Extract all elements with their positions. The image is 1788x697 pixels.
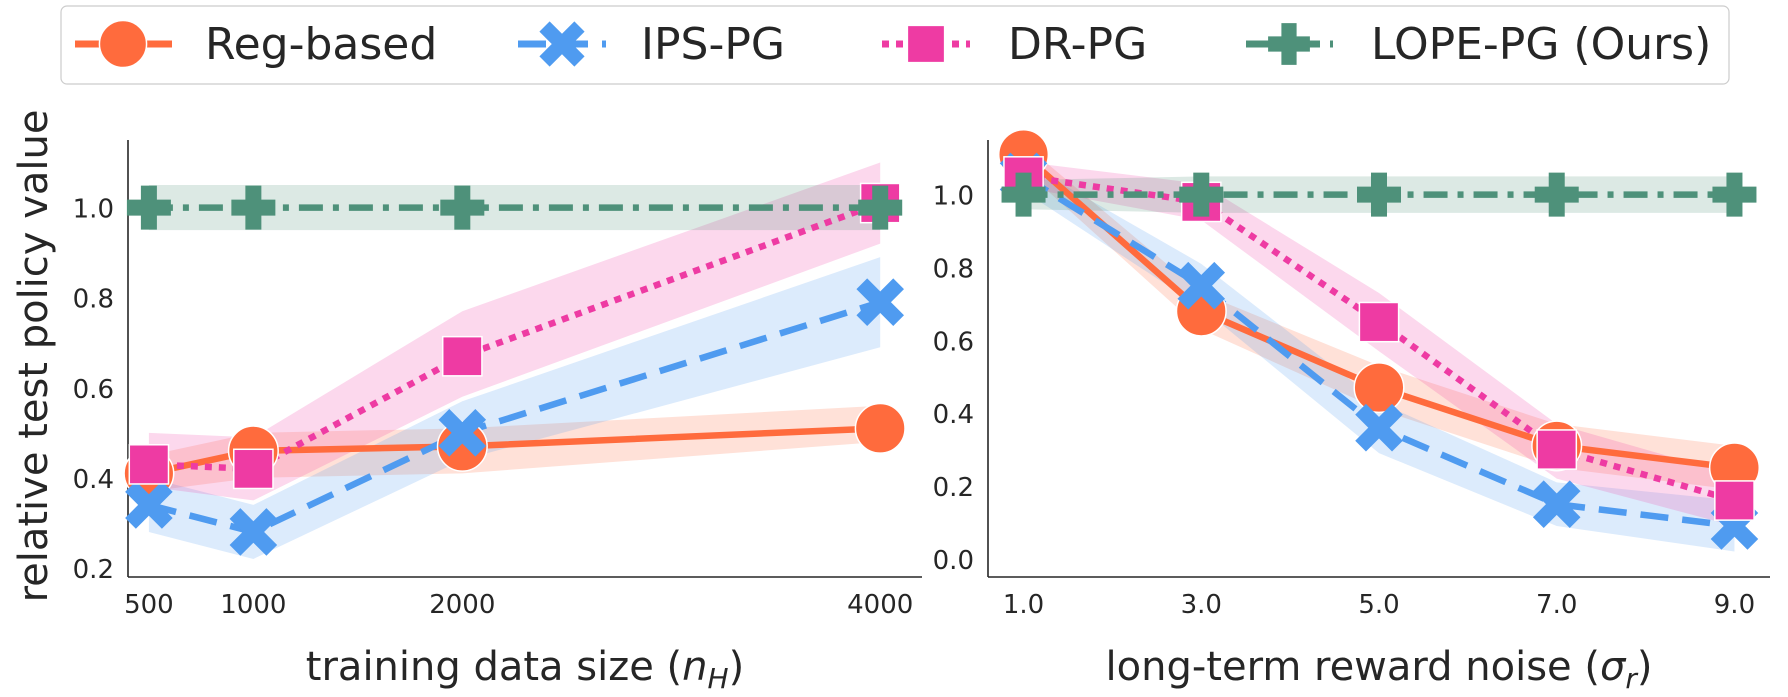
x-tick-label: 1000 xyxy=(220,590,286,620)
data-point xyxy=(126,185,171,230)
legend-marker xyxy=(1268,23,1310,65)
x-tick-label: 500 xyxy=(124,590,174,620)
y-tick-label: 1.0 xyxy=(933,182,974,212)
confidence-band xyxy=(148,257,881,559)
subplot-left: 0.2 0.4 0.6 0.8 1.0 500 1000 2000 4000 training d… xyxy=(73,140,922,695)
data-point xyxy=(1714,480,1755,521)
data-point xyxy=(1712,172,1757,217)
data-point xyxy=(1357,172,1401,217)
legend-item-dr-pg: DR-PG xyxy=(882,19,1147,70)
data-point xyxy=(436,420,488,472)
confidence-band xyxy=(148,162,881,501)
data-point xyxy=(856,278,904,326)
y-axis-title: relative test policy value xyxy=(11,110,57,603)
y-tick-label: 0.2 xyxy=(933,473,974,503)
y-tick-label: 0.6 xyxy=(73,375,114,405)
data-point xyxy=(1179,172,1224,217)
y-tick-label: 0.2 xyxy=(73,555,114,585)
legend: Reg-based IPS-PG DR-PG LOPE-PG (Ours) xyxy=(60,5,1730,85)
legend-marker xyxy=(539,21,585,67)
y-tick-label: 0.8 xyxy=(73,285,114,315)
data-point xyxy=(858,185,903,230)
data-point xyxy=(1534,172,1579,217)
x-tick-label: 7.0 xyxy=(1536,590,1577,620)
confidence-band xyxy=(148,405,881,492)
data-point xyxy=(128,444,170,485)
legend-item-lope-pg-ours: LOPE-PG (Ours) xyxy=(1246,19,1711,70)
y-tick-label: 1.0 xyxy=(73,195,114,225)
data-point xyxy=(1532,480,1581,528)
legend-label: LOPE-PG (Ours) xyxy=(1371,19,1711,70)
y-tick-label: 0.0 xyxy=(933,546,974,576)
legend-item-ips-pg: IPS-PG xyxy=(518,19,785,70)
data-point xyxy=(854,402,906,454)
y-tick-label: 0.4 xyxy=(933,400,974,430)
data-point xyxy=(1177,261,1226,310)
data-point xyxy=(1536,429,1578,470)
data-point xyxy=(1353,362,1405,414)
legend-marker xyxy=(98,19,148,69)
x-tick-label: 2000 xyxy=(429,590,495,620)
subplot-right: 0.0 0.2 0.4 0.6 0.8 1.0 1.0 3.0 5.0 7.0 9.0 long-te… xyxy=(933,129,1770,695)
legend-item-reg-based: Reg-based xyxy=(75,19,437,70)
x-axis-title: training data size (nH) xyxy=(306,644,744,695)
data-point xyxy=(229,508,278,556)
data-point xyxy=(233,448,274,490)
data-point xyxy=(1358,301,1400,343)
x-tick-label: 9.0 xyxy=(1714,590,1755,620)
data-point xyxy=(441,335,483,377)
x-tick-label: 1.0 xyxy=(1003,590,1044,620)
x-axis-title: long-term reward noise (σr) xyxy=(1106,644,1653,695)
x-tick-label: 3.0 xyxy=(1181,590,1222,620)
legend-frame xyxy=(60,5,1730,85)
series-line xyxy=(148,299,882,536)
x-tick-label: 4000 xyxy=(847,590,913,620)
data-point xyxy=(438,409,487,457)
legend-marker xyxy=(906,24,946,64)
data-point xyxy=(1001,172,1046,217)
y-tick-label: 0.8 xyxy=(933,254,974,284)
confidence-band xyxy=(1023,143,1735,490)
x-tick-label: 5.0 xyxy=(1358,590,1399,620)
y-tick-label: 0.6 xyxy=(933,327,974,357)
data-point xyxy=(125,481,173,529)
series-line xyxy=(148,200,882,473)
confidence-band xyxy=(1023,161,1735,552)
legend-label: DR-PG xyxy=(1008,19,1147,70)
legend-label: IPS-PG xyxy=(641,19,785,70)
data-point xyxy=(440,185,485,230)
legend-label: Reg-based xyxy=(205,19,437,70)
y-tick-label: 0.4 xyxy=(73,465,114,495)
series-line xyxy=(148,425,881,477)
data-point xyxy=(231,185,276,230)
data-point xyxy=(1355,403,1403,452)
